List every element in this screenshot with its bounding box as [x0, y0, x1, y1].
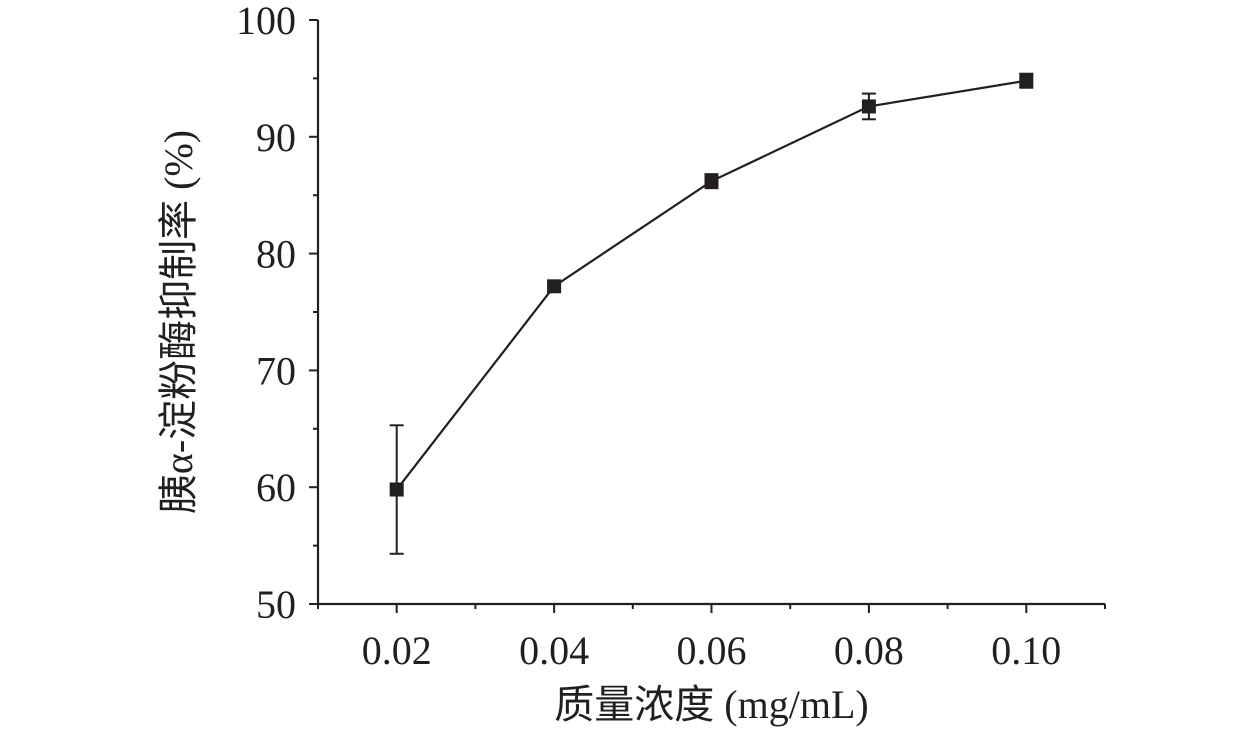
data-point-marker [547, 279, 562, 294]
x-tick-label: 0.08 [834, 628, 904, 673]
data-point-marker [1019, 73, 1034, 88]
x-axis-title: 质量浓度 (mg/mL) [554, 682, 868, 727]
y-tick-label: 60 [256, 465, 296, 510]
plot-area [389, 72, 1034, 555]
y-tick-label: 90 [256, 115, 296, 160]
series-line [395, 79, 1027, 491]
data-point-marker [704, 174, 719, 189]
x-tick-label: 0.04 [519, 628, 589, 673]
y-ticks: 50 60 70 80 90 100 [236, 0, 318, 627]
data-point-marker [389, 482, 404, 497]
y-tick-label: 70 [256, 348, 296, 393]
x-tick-label: 0.02 [362, 628, 432, 673]
data-point-marker [861, 99, 876, 114]
y-tick-label: 80 [256, 232, 296, 277]
x-tick-label: 0.10 [991, 628, 1061, 673]
y-tick-label: 100 [236, 0, 296, 43]
y-tick-label: 50 [256, 582, 296, 627]
x-tick-label: 0.06 [677, 628, 747, 673]
x-ticks: 0.02 0.04 0.06 0.08 0.10 [317, 604, 1106, 673]
axes [316, 20, 1105, 606]
y-axis-title: 胰α-淀粉酶抑制率 (%) [156, 130, 201, 514]
